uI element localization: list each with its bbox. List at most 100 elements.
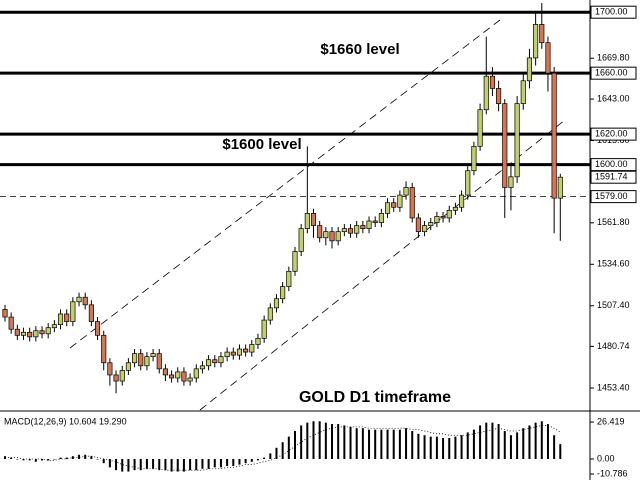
macd-bar xyxy=(460,435,463,459)
candle-body xyxy=(113,374,119,382)
candle-body xyxy=(452,206,458,211)
macd-bar xyxy=(139,458,142,471)
candle-body xyxy=(526,57,533,82)
candle-body xyxy=(545,42,551,74)
macd-bar xyxy=(133,458,136,471)
candle-body xyxy=(14,328,20,336)
candle-body xyxy=(224,351,230,358)
candle-body xyxy=(193,368,199,379)
indicator-title: MACD(12,26,9) 10.604 19.290 xyxy=(4,416,127,426)
candle-body xyxy=(88,304,94,322)
candle-body xyxy=(8,316,14,330)
macd-bar xyxy=(238,458,241,465)
macd-bar xyxy=(306,422,309,459)
candle-body xyxy=(508,176,514,188)
candle-body xyxy=(304,213,310,229)
candle-body xyxy=(298,228,304,252)
macd-bar xyxy=(71,456,74,459)
candle-body xyxy=(64,313,70,322)
candle-body xyxy=(107,362,113,376)
macd-bar xyxy=(485,422,488,459)
macd-bar xyxy=(287,436,290,459)
candle-body xyxy=(82,296,88,306)
price-box-label: 1660.00 xyxy=(595,68,628,78)
candle-body xyxy=(230,351,236,356)
candle-body xyxy=(384,202,391,214)
y-tick-label: 0.00 xyxy=(597,453,615,463)
macd-bar xyxy=(355,428,358,459)
candle-body xyxy=(366,220,372,229)
candle-body xyxy=(428,222,434,226)
y-tick-label: 1669.80 xyxy=(597,53,630,63)
macd-bar xyxy=(34,458,37,462)
candle-body xyxy=(199,365,205,370)
macd-bar xyxy=(189,458,192,471)
macd-bar xyxy=(84,454,87,459)
macd-bar xyxy=(466,432,469,459)
macd-bar xyxy=(559,444,562,459)
candle-body xyxy=(415,217,421,233)
price-box xyxy=(590,66,637,80)
macd-bar xyxy=(152,458,155,469)
macd-bar xyxy=(250,458,253,462)
candle-body xyxy=(378,213,384,223)
candle-body xyxy=(51,324,57,329)
macd-bar xyxy=(96,458,99,460)
macd-bar xyxy=(16,458,19,460)
candle-body xyxy=(409,187,415,219)
macd-bar xyxy=(195,458,198,471)
candle-body xyxy=(329,231,335,242)
y-tick-label: 26.419 xyxy=(597,416,625,426)
candle-body xyxy=(496,88,502,104)
macd-bar xyxy=(164,458,167,471)
candle-body xyxy=(206,359,212,367)
candle-body xyxy=(70,301,76,322)
candle-body xyxy=(317,225,323,239)
price-box-label: 1579.00 xyxy=(595,191,628,201)
macd-bar xyxy=(534,422,537,459)
candle-body xyxy=(310,213,317,226)
candle-body xyxy=(372,220,378,223)
price-box-label: 1620.00 xyxy=(595,129,628,139)
candle-body xyxy=(33,330,39,338)
candle-body xyxy=(286,270,292,287)
macd-bar xyxy=(386,429,389,459)
candle-body xyxy=(341,228,347,233)
price-box xyxy=(590,5,637,19)
macd-bar xyxy=(349,426,352,459)
macd-bar xyxy=(65,457,68,459)
candle-body xyxy=(2,309,8,318)
macd-bar xyxy=(472,429,475,459)
candle-body xyxy=(533,24,539,59)
y-tick-label: 1534.60 xyxy=(597,259,630,269)
macd-bar xyxy=(361,428,364,459)
macd-bar xyxy=(102,458,105,464)
macd-bar xyxy=(28,458,31,461)
candle-body xyxy=(150,353,156,358)
candle-body xyxy=(20,331,27,336)
macd-bar xyxy=(115,458,118,471)
candle-body xyxy=(360,225,366,229)
macd-bar xyxy=(392,429,395,459)
macd-bar xyxy=(429,436,432,459)
candle-body xyxy=(347,228,354,234)
candle-body xyxy=(255,338,261,345)
candle-body xyxy=(403,187,409,196)
macd-bar xyxy=(312,421,315,459)
macd-bar xyxy=(232,458,235,466)
macd-bar xyxy=(108,458,111,468)
price-box xyxy=(590,127,637,141)
macd-bar xyxy=(269,453,272,459)
macd-bar xyxy=(158,458,161,471)
macd-bar xyxy=(207,458,210,469)
candle-body xyxy=(138,353,144,367)
macd-bar xyxy=(201,458,204,469)
candle-body xyxy=(212,359,218,364)
annotation: $1600 level xyxy=(222,136,301,153)
candle-body xyxy=(39,330,45,335)
macd-bar xyxy=(293,431,296,459)
candle-body xyxy=(323,231,329,239)
macd-bar xyxy=(127,458,130,472)
candle-body xyxy=(465,170,471,196)
